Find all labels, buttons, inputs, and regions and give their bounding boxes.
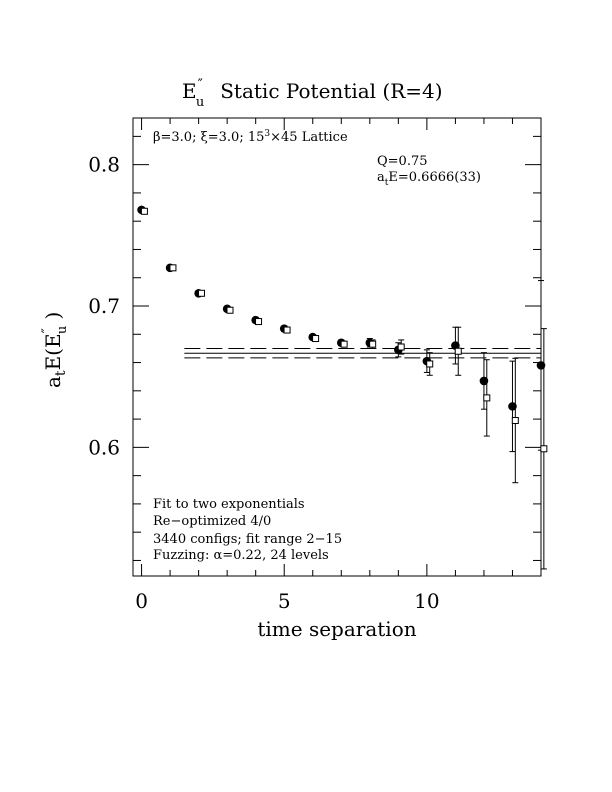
x-tick-label: 5	[278, 589, 291, 613]
title-sup: ″	[198, 77, 203, 93]
fit-lines	[184, 348, 541, 359]
ylabel-sub: t	[53, 370, 69, 376]
note-line: Re−optimized 4/0	[153, 514, 271, 529]
note-line: Fit to two exponentials	[153, 497, 305, 512]
lattice-sup: 3	[264, 129, 270, 139]
ylabel-a: a	[41, 376, 65, 388]
data-point-circle	[479, 376, 489, 386]
note-line: 3440 configs; fit range 2−15	[153, 532, 342, 547]
ylabel-close: )	[41, 312, 65, 326]
x-axis-label: time separation	[257, 617, 416, 641]
chart-title: E″ u Static Potential (R=4)	[182, 77, 443, 110]
data-point-square	[369, 340, 377, 348]
y-tick-label: 0.6	[88, 435, 120, 459]
data-point-square	[226, 306, 234, 314]
data-point-circle	[536, 361, 546, 370]
data-point-square	[255, 318, 263, 326]
y-tick-label: 0.7	[88, 294, 120, 318]
data-point-square	[340, 340, 348, 348]
title-sub: u	[196, 95, 204, 110]
note-line: Fuzzing: α=0.22, 24 levels	[153, 548, 329, 563]
x-tick-label: 10	[414, 589, 439, 613]
data-point-square	[283, 326, 291, 334]
data-point-square	[426, 360, 434, 368]
title-e: E	[182, 79, 197, 103]
data-point-circle	[451, 341, 460, 350]
axis-ticks	[133, 118, 542, 576]
lattice-prefix: β=3.0; ξ=3.0; 15	[153, 130, 264, 145]
data-point-square	[397, 343, 405, 351]
x-tick-label: 0	[135, 589, 148, 613]
fit-notes: Fit to two exponentials Re−optimized 4/0…	[153, 497, 342, 563]
data-point-square	[483, 394, 491, 402]
fit-energy-rest: E=0.6666(33)	[388, 170, 481, 185]
data-marks	[137, 205, 548, 570]
fit-energy: atE=0.6666(33)	[377, 170, 481, 188]
ylabel-sub2: u	[55, 326, 70, 334]
data-point-circle	[508, 402, 517, 411]
fit-energy-sub: t	[385, 178, 389, 188]
data-point-square	[169, 264, 177, 272]
q-value: Q=0.75	[377, 154, 428, 169]
title-rest: Static Potential (R=4)	[220, 79, 442, 103]
fit-energy-a: a	[377, 170, 385, 185]
data-point-square	[312, 335, 320, 343]
lattice-suffix: ×45 Lattice	[270, 130, 348, 145]
data-point-square	[511, 417, 519, 425]
data-point-square	[454, 347, 462, 355]
y-axis-label: atE(E″u )	[40, 312, 70, 388]
ylabel-sup: ″	[40, 328, 56, 333]
tick-labels: 0 5 10 0.6 0.7 0.8	[88, 153, 439, 613]
data-point-square	[540, 445, 548, 453]
lattice-label: β=3.0; ξ=3.0; 153×45 Lattice	[153, 129, 348, 145]
ylabel-mid: E(E	[41, 333, 65, 370]
y-tick-label: 0.8	[88, 153, 120, 177]
data-point-square	[197, 289, 205, 297]
data-point-square	[140, 207, 148, 215]
